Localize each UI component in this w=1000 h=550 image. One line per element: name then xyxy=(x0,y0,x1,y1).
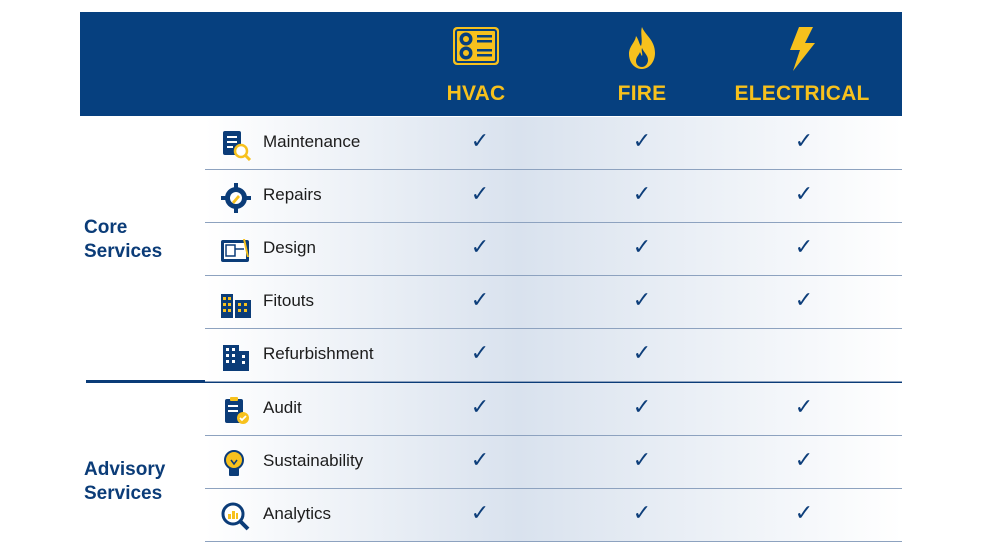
table-row-analytics: Analytics ✓ ✓ ✓ xyxy=(205,489,902,542)
table-row-repairs: Repairs ✓ ✓ ✓ xyxy=(205,170,902,223)
row-label-refurbishment: Refurbishment xyxy=(263,344,374,363)
check-fitouts-hvac: ✓ xyxy=(470,288,490,313)
table-row-refurbishment: Refurbishment ✓ ✓ xyxy=(205,329,902,382)
checklist-magnifier-icon xyxy=(219,129,253,162)
column-header-fire: FIRE xyxy=(562,12,722,116)
clipboard-check-icon xyxy=(219,395,253,427)
tower-building-icon xyxy=(219,341,253,373)
column-label-fire: FIRE xyxy=(617,82,667,105)
row-label-design: Design xyxy=(263,238,316,257)
check-maintenance-hvac: ✓ xyxy=(470,129,490,154)
group-label-core-line2: Services xyxy=(84,241,163,262)
check-refurbishment-hvac: ✓ xyxy=(470,341,490,366)
buildings-icon xyxy=(219,288,253,320)
check-fitouts-electrical: ✓ xyxy=(794,288,814,313)
column-label-hvac: HVAC xyxy=(446,82,506,105)
table-row-design: Design ✓ ✓ ✓ xyxy=(205,223,902,276)
row-label-fitouts: Fitouts xyxy=(263,291,315,310)
row-label-audit: Audit xyxy=(263,398,302,417)
check-audit-fire: ✓ xyxy=(632,395,652,420)
group-label-advisory-line2: Services xyxy=(84,483,163,504)
check-repairs-fire: ✓ xyxy=(632,182,652,207)
check-audit-hvac: ✓ xyxy=(470,395,490,420)
row-label-analytics: Analytics xyxy=(263,504,332,523)
check-analytics-electrical: ✓ xyxy=(794,501,814,526)
check-maintenance-electrical: ✓ xyxy=(794,129,814,154)
check-sustainability-fire: ✓ xyxy=(632,448,652,473)
check-audit-electrical: ✓ xyxy=(794,395,814,420)
table-row-maintenance: Maintenance ✓ ✓ ✓ xyxy=(205,117,902,170)
check-design-fire: ✓ xyxy=(632,235,652,260)
check-analytics-hvac: ✓ xyxy=(470,501,490,526)
group-label-core: Core Services xyxy=(84,216,204,264)
column-header-hvac: HVAC xyxy=(396,12,556,116)
table-row-sustainability: Sustainability ✓ ✓ ✓ xyxy=(205,436,902,489)
row-label-sustainability: Sustainability xyxy=(263,451,364,470)
column-header-electrical: ELECTRICAL xyxy=(722,12,882,116)
row-label-maintenance: Maintenance xyxy=(263,132,361,151)
table-row-fitouts: Fitouts ✓ ✓ ✓ xyxy=(205,276,902,329)
header-band: HVAC FIRE ELECTRICAL xyxy=(80,12,902,116)
blueprint-icon xyxy=(219,235,253,267)
check-repairs-electrical: ✓ xyxy=(794,182,814,207)
gear-wrench-icon xyxy=(219,182,253,214)
group-label-core-line1: Core xyxy=(84,217,128,238)
check-sustainability-electrical: ✓ xyxy=(794,448,814,473)
group-label-advisory: Advisory Services xyxy=(84,458,204,506)
check-sustainability-hvac: ✓ xyxy=(470,448,490,473)
hvac-unit-icon xyxy=(452,26,500,71)
row-label-repairs: Repairs xyxy=(263,185,322,204)
group-label-advisory-line1: Advisory xyxy=(84,459,166,480)
lightning-bolt-icon xyxy=(787,26,817,77)
check-design-hvac: ✓ xyxy=(470,235,490,260)
check-design-electrical: ✓ xyxy=(794,235,814,260)
check-refurbishment-fire: ✓ xyxy=(632,341,652,366)
flame-icon xyxy=(625,26,659,75)
check-analytics-fire: ✓ xyxy=(632,501,652,526)
column-label-electrical: ELECTRICAL xyxy=(734,82,870,105)
check-repairs-hvac: ✓ xyxy=(470,182,490,207)
check-fitouts-fire: ✓ xyxy=(632,288,652,313)
lightbulb-icon xyxy=(219,448,253,480)
magnifier-chart-icon xyxy=(219,501,253,533)
table-row-audit: Audit ✓ ✓ ✓ xyxy=(205,383,902,436)
check-maintenance-fire: ✓ xyxy=(632,129,652,154)
